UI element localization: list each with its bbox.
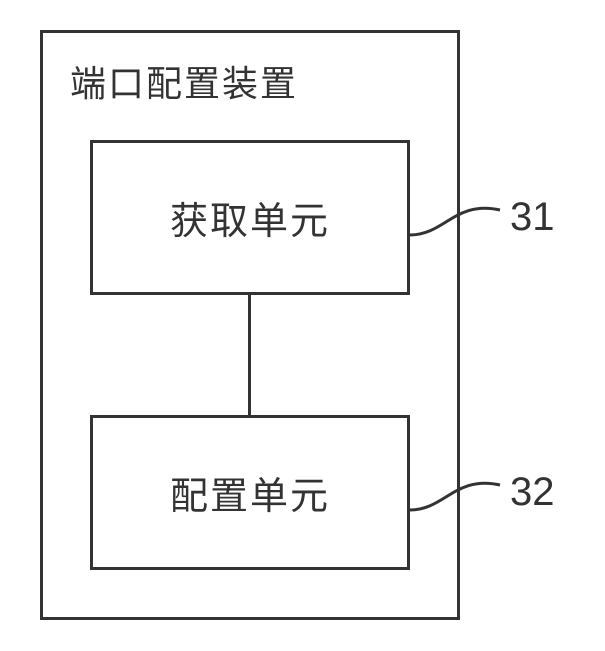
box-acquisition-unit: 获取单元 xyxy=(90,140,410,295)
outer-title: 端口配置装置 xyxy=(70,55,298,107)
box-configuration-unit: 配置单元 xyxy=(90,415,410,570)
callout-label-31: 31 xyxy=(510,195,555,240)
diagram-canvas: 端口配置装置 获取单元 配置单元 31 32 xyxy=(0,0,605,651)
callout-label-32: 32 xyxy=(510,470,555,515)
connector-line xyxy=(248,295,251,415)
box-configuration-label: 配置单元 xyxy=(170,465,330,520)
box-acquisition-label: 获取单元 xyxy=(170,190,330,245)
